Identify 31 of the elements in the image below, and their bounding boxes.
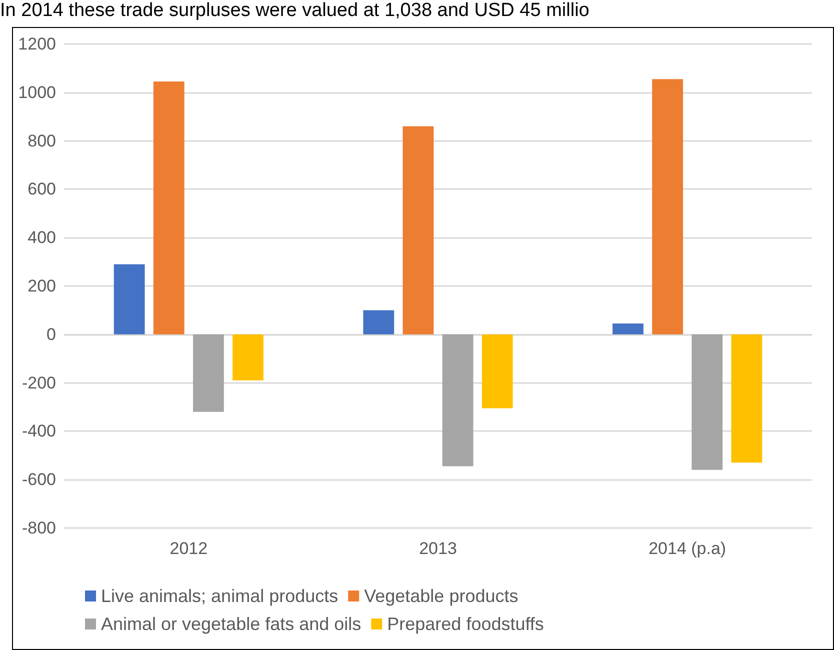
y-tick-label: 1200: [18, 34, 56, 54]
bar: [232, 334, 264, 380]
y-tick-label: 1000: [18, 82, 56, 102]
y-tick-label: -400: [22, 422, 56, 441]
y-tick-label: 0: [46, 324, 56, 344]
y-tick-label: 400: [28, 228, 56, 248]
y-tick-label: 800: [28, 131, 56, 150]
bar: [402, 126, 434, 334]
bar: [192, 334, 224, 412]
legend-label: Prepared foodstuffs: [387, 614, 544, 634]
bar: [652, 79, 684, 334]
legend-label: Animal or vegetable fats and oils: [101, 614, 362, 634]
y-tick-label: -600: [22, 470, 56, 490]
bar: [153, 82, 184, 334]
bar: [692, 334, 723, 470]
x-tick-label: 2013: [419, 539, 457, 558]
x-tick-label: 2012: [170, 539, 208, 558]
bar: [482, 334, 513, 408]
bar: [114, 264, 145, 334]
bar: [442, 334, 474, 466]
y-tick-label: -800: [22, 518, 56, 538]
bar: [731, 334, 762, 463]
x-tick-label: 2014 (p.a): [648, 539, 726, 558]
y-tick-label: -200: [22, 373, 56, 392]
bar: [363, 310, 394, 334]
y-tick-label: 600: [28, 180, 56, 199]
y-tick-label: 200: [28, 276, 56, 296]
legend-label: Live animals; animal products: [101, 586, 338, 606]
bar: [612, 324, 644, 334]
legend-label: Vegetable products: [364, 586, 518, 606]
chart-title: In 2014 these trade surpluses were valued at 1,038 and USD 45 millio: [0, 0, 590, 22]
